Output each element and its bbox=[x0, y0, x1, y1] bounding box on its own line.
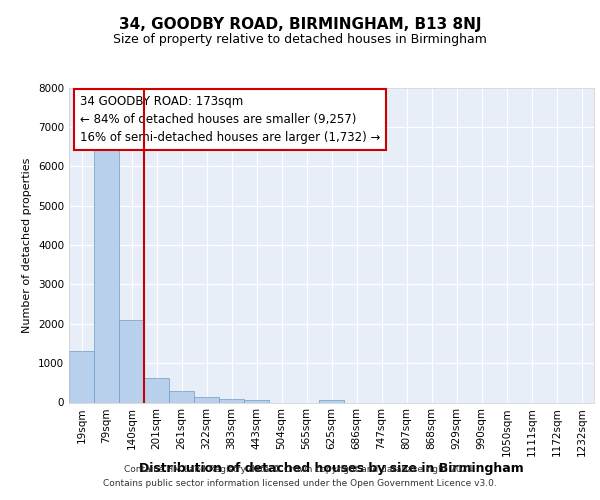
Bar bbox=[94, 142, 119, 402]
Y-axis label: Number of detached properties: Number of detached properties bbox=[22, 158, 32, 332]
Bar bbox=[119, 320, 144, 402]
Bar bbox=[219, 398, 244, 402]
Text: 34, GOODBY ROAD, BIRMINGHAM, B13 8NJ: 34, GOODBY ROAD, BIRMINGHAM, B13 8NJ bbox=[119, 18, 481, 32]
Text: Size of property relative to detached houses in Birmingham: Size of property relative to detached ho… bbox=[113, 32, 487, 46]
Bar bbox=[194, 397, 219, 402]
Bar bbox=[169, 390, 194, 402]
Text: Contains HM Land Registry data © Crown copyright and database right 2024.
Contai: Contains HM Land Registry data © Crown c… bbox=[103, 466, 497, 487]
Text: 34 GOODBY ROAD: 173sqm
← 84% of detached houses are smaller (9,257)
16% of semi-: 34 GOODBY ROAD: 173sqm ← 84% of detached… bbox=[79, 96, 380, 144]
Bar bbox=[144, 378, 169, 402]
Bar bbox=[244, 400, 269, 402]
X-axis label: Distribution of detached houses by size in Birmingham: Distribution of detached houses by size … bbox=[139, 462, 524, 474]
Bar bbox=[69, 352, 94, 403]
Bar bbox=[319, 400, 344, 402]
